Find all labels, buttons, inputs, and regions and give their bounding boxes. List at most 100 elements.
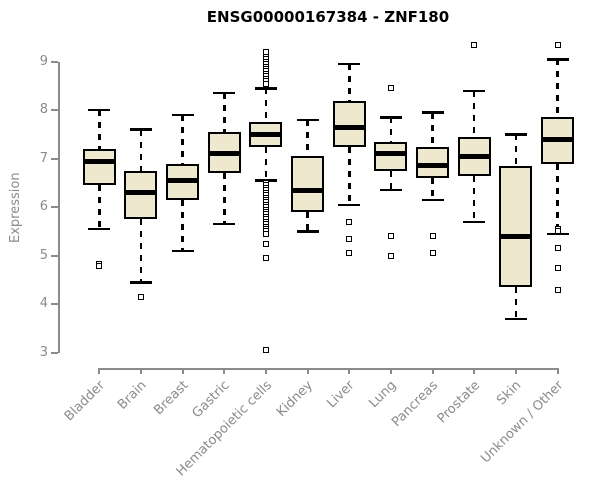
whisker-cap-lower — [504, 317, 527, 320]
outlier-point — [346, 250, 353, 257]
x-axis-tick — [264, 368, 267, 374]
whisker-lower — [389, 170, 393, 191]
x-axis-tick — [98, 368, 101, 374]
whisker-lower — [306, 212, 309, 232]
x-axis-line — [98, 368, 559, 370]
y-axis-tick — [51, 157, 58, 160]
whisker-upper — [181, 115, 184, 164]
x-axis-tick — [181, 368, 184, 374]
y-tick-label: 4 — [39, 296, 48, 312]
whisker-lower — [472, 175, 476, 222]
median-line — [499, 233, 533, 239]
whisker-upper — [264, 88, 268, 123]
outlier-point — [554, 245, 561, 252]
whisker-cap-upper — [171, 113, 194, 117]
whisker-cap-upper — [463, 89, 486, 93]
outlier-point — [262, 230, 269, 237]
whisker-upper — [306, 119, 309, 157]
x-category-label: Unknown / Other — [477, 378, 567, 467]
whisker-cap-upper — [254, 87, 277, 90]
whisker-lower — [139, 219, 143, 283]
whisker-upper — [348, 64, 351, 101]
whisker-cap-upper — [379, 116, 402, 119]
x-category-label: Skin — [494, 378, 525, 409]
whisker-cap-upper — [88, 108, 111, 112]
y-tick-label: 3 — [39, 344, 48, 360]
median-line — [249, 131, 283, 137]
y-tick-label: 5 — [39, 247, 48, 263]
y-axis-tick — [51, 351, 58, 354]
whisker-cap-lower — [296, 230, 319, 233]
whisker-upper — [556, 59, 559, 118]
box-iqr — [291, 156, 325, 213]
whisker-upper — [139, 129, 143, 171]
whisker-cap-upper — [129, 128, 152, 131]
y-axis-tick — [51, 206, 58, 209]
whisker-cap-upper — [213, 91, 236, 95]
outlier-point — [137, 293, 144, 300]
median-line — [82, 158, 116, 164]
outlier-point — [262, 347, 269, 354]
whisker-upper — [223, 93, 226, 133]
whisker-lower — [223, 173, 226, 225]
x-category-label: Breast — [151, 378, 192, 419]
x-axis-tick — [556, 368, 559, 374]
x-axis-tick — [348, 368, 351, 374]
whisker-lower — [514, 287, 518, 319]
outlier-point — [554, 228, 561, 235]
x-category-label: Brain — [114, 378, 150, 413]
whisker-upper — [389, 117, 393, 142]
outlier-point — [554, 41, 561, 48]
whisker-cap-lower — [421, 198, 444, 202]
whisker-lower — [348, 146, 351, 205]
outlier-point — [262, 255, 269, 262]
x-category-label: Kidney — [274, 378, 317, 420]
whisker-lower — [264, 146, 268, 181]
outlier-point — [429, 250, 436, 257]
whisker-cap-upper — [296, 118, 319, 122]
whisker-cap-lower — [171, 249, 194, 253]
x-axis-tick — [389, 368, 392, 374]
y-axis-tick — [51, 109, 58, 112]
whisker-cap-upper — [504, 133, 527, 136]
median-line — [457, 153, 491, 159]
x-axis-tick — [223, 368, 226, 374]
x-category-label: Bladder — [61, 378, 108, 425]
outlier-point — [262, 240, 269, 247]
whisker-upper — [98, 110, 101, 149]
outlier-point — [346, 235, 353, 242]
whisker-upper — [431, 112, 434, 147]
outlier-point — [429, 233, 436, 240]
box-iqr — [332, 100, 366, 147]
x-category-label: Liver — [324, 378, 358, 412]
whisker-cap-lower — [213, 222, 236, 226]
x-category-label: Prostate — [434, 378, 483, 427]
box-iqr — [499, 165, 533, 288]
x-axis-tick — [514, 368, 517, 374]
outlier-point — [554, 286, 561, 293]
whisker-cap-lower — [379, 188, 402, 192]
outlier-point — [346, 218, 353, 225]
y-tick-label: 6 — [39, 199, 48, 215]
y-axis-line — [58, 61, 60, 353]
outlier-point — [262, 80, 269, 87]
y-tick-label: 8 — [39, 102, 48, 118]
whisker-upper — [514, 134, 518, 166]
whisker-cap-lower — [129, 281, 152, 284]
median-line — [374, 151, 408, 157]
whisker-lower — [431, 178, 434, 200]
whisker-lower — [556, 163, 559, 234]
y-axis-tick — [51, 303, 58, 306]
whisker-lower — [98, 185, 101, 230]
y-axis-tick — [51, 60, 58, 63]
x-axis-tick — [473, 368, 476, 374]
y-axis-tick — [51, 254, 58, 257]
outlier-point — [96, 263, 103, 270]
whisker-cap-upper — [546, 58, 569, 61]
median-line — [166, 178, 200, 184]
whisker-cap-lower — [88, 227, 111, 231]
box-iqr — [416, 146, 450, 179]
median-line — [291, 187, 325, 193]
median-line — [416, 163, 450, 169]
